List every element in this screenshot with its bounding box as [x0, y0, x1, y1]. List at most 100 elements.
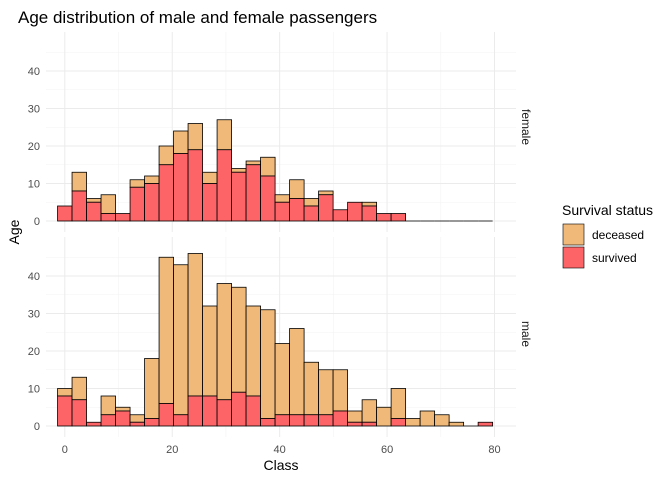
x-tick-label: 60 — [381, 444, 393, 456]
bar-survived-male — [100, 414, 116, 427]
bar-survived-male — [231, 391, 247, 427]
bar-survived-female — [71, 190, 87, 222]
bar-survived-male — [332, 410, 349, 427]
bar-deceased-female — [202, 171, 218, 184]
bar-deceased-male — [231, 286, 247, 393]
bar-survived-female — [100, 213, 116, 222]
bar-deceased-male — [57, 388, 73, 397]
bar-deceased-female — [274, 194, 290, 203]
bar-deceased-male — [216, 283, 232, 401]
bar-survived-female — [347, 201, 363, 222]
bar-survived-female — [289, 198, 305, 222]
bar-deceased-male — [100, 395, 116, 416]
y-tick-label: 10 — [28, 179, 40, 191]
bar-survived-female — [216, 149, 232, 222]
bar-survived-female — [115, 213, 131, 222]
bar-deceased-male — [347, 410, 363, 423]
bar-deceased-male — [376, 406, 392, 427]
bar-deceased-female — [289, 179, 305, 199]
bar-survived-male — [115, 410, 131, 427]
chart-title: Age distribution of male and female pass… — [18, 8, 377, 27]
bar-deceased-male — [173, 264, 189, 416]
bar-deceased-male — [274, 343, 290, 416]
bar-survived-female — [86, 201, 102, 222]
bar-survived-female — [144, 183, 160, 222]
bar-survived-female — [129, 186, 145, 222]
bar-deceased-female — [216, 119, 232, 151]
bar-survived-male — [216, 399, 232, 427]
panel-male: 0 10 20 30 40 male — [28, 237, 533, 437]
bar-deceased-male — [187, 253, 203, 397]
bar-deceased-male — [144, 358, 160, 419]
legend-label-deceased: deceased — [592, 228, 644, 242]
bar-deceased-male — [448, 421, 465, 427]
bar-survived-male — [361, 421, 378, 427]
bar-deceased-male — [71, 376, 87, 401]
y-tick-label: 40 — [28, 66, 40, 78]
bar-deceased-male — [419, 410, 436, 427]
y-tick-label: 40 — [28, 271, 40, 283]
bar-deceased-female — [129, 179, 145, 188]
bar-deceased-male — [361, 399, 378, 423]
bar-survived-female — [376, 213, 392, 222]
legend-title: Survival status — [562, 202, 653, 218]
bar-survived-female — [57, 205, 73, 222]
legend-label-survived: survived — [592, 251, 637, 265]
bars-male — [57, 253, 494, 427]
panel-female: 0 10 20 30 40 female — [28, 32, 533, 232]
y-tick-label: 20 — [28, 141, 40, 153]
legend: Survival status deceased survived — [562, 202, 653, 269]
bar-deceased-male — [303, 361, 319, 416]
bar-deceased-male — [289, 328, 305, 416]
bar-deceased-male — [318, 369, 334, 416]
bar-survived-male — [390, 418, 407, 427]
bar-survived-female — [303, 205, 319, 222]
bar-deceased-male — [260, 309, 276, 419]
bar-survived-male — [202, 395, 218, 427]
bar-survived-male — [347, 421, 363, 427]
bar-deceased-male — [405, 418, 421, 427]
legend-key-deceased — [562, 223, 585, 246]
x-tick-label: 0 — [62, 444, 68, 456]
bar-deceased-male — [245, 305, 261, 397]
bar-survived-male — [158, 403, 174, 427]
x-axis-title: Class — [263, 457, 298, 473]
bar-deceased-female — [144, 175, 160, 184]
bar-survived-male — [303, 414, 319, 427]
bar-survived-male — [57, 395, 73, 427]
bar-deceased-male — [158, 256, 174, 404]
bar-deceased-female — [187, 123, 203, 151]
bar-deceased-male — [129, 414, 145, 423]
strip-label-female: female — [519, 109, 533, 145]
bar-deceased-female — [245, 160, 261, 166]
x-tick-label: 80 — [488, 444, 500, 456]
y-tick-label: 0 — [34, 421, 40, 433]
bar-survived-female — [187, 149, 203, 222]
x-tick-label: 20 — [166, 444, 178, 456]
y-tick-label: 30 — [28, 104, 40, 116]
bar-survived-female — [274, 201, 290, 222]
bar-survived-female — [158, 164, 174, 222]
y-tick-label: 10 — [28, 384, 40, 396]
bar-survived-female — [318, 194, 334, 222]
strip-label-male: male — [519, 321, 533, 347]
bar-deceased-male — [332, 369, 349, 412]
bar-survived-male — [144, 418, 160, 427]
y-tick-label: 20 — [28, 346, 40, 358]
bar-survived-female — [202, 183, 218, 222]
bar-survived-male — [187, 395, 203, 427]
y-tick-label: 0 — [34, 216, 40, 228]
y-ticks-female: 0 10 20 30 40 — [28, 66, 40, 228]
bar-deceased-female — [231, 168, 247, 173]
y-ticks-male: 0 10 20 30 40 — [28, 271, 40, 433]
bar-survived-female — [245, 164, 261, 222]
bar-deceased-female — [71, 171, 87, 192]
bar-survived-male — [477, 421, 494, 427]
y-axis-title: Age — [6, 219, 22, 244]
bar-deceased-female — [303, 198, 319, 207]
bar-deceased-female — [318, 190, 334, 196]
bar-survived-male — [274, 414, 290, 427]
bar-survived-male — [71, 399, 87, 427]
bar-deceased-male — [202, 305, 218, 397]
